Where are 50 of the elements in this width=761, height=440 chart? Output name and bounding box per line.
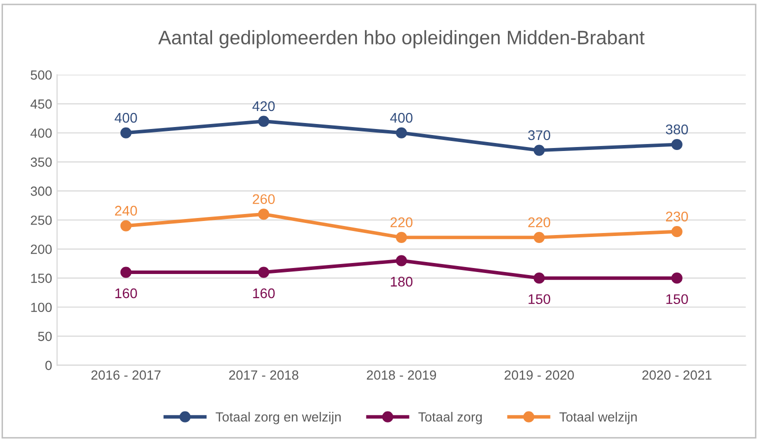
data-label: 150 (666, 294, 688, 304)
data-label: 230 (666, 212, 688, 222)
y-tick-label: 350 (30, 157, 52, 167)
point (534, 272, 545, 284)
data-label: 400 (114, 112, 137, 123)
point (258, 116, 270, 127)
y-tick-label: 0 (45, 360, 52, 370)
data-label: 400 (390, 112, 412, 123)
chart-title: Aantal gediplomeerden hbo opleidingen Midden-Brabant (158, 30, 645, 48)
point (396, 255, 407, 266)
point (396, 127, 407, 138)
y-tick-label: 200 (30, 244, 52, 254)
x-tick-label: 2018 - 2019 (366, 370, 436, 380)
point (396, 232, 407, 243)
y-tick-label: 500 (30, 70, 52, 80)
data-label: 240 (115, 206, 137, 216)
point (120, 127, 132, 138)
y-tick-label: 250 (30, 216, 52, 225)
data-label: 220 (390, 217, 412, 228)
legend-label: Totaal zorg (418, 412, 482, 424)
legend-label: Totaal welzijn (559, 412, 637, 424)
data-label: 180 (390, 276, 412, 287)
point (258, 266, 270, 278)
x-tick-label: 2020 - 2021 (642, 370, 712, 380)
legend-label: Totaal zorg en welzijn (216, 412, 341, 424)
point (258, 208, 270, 220)
point (534, 232, 545, 243)
data-label: 160 (115, 288, 137, 298)
data-label: 420 (252, 101, 275, 112)
point (671, 272, 682, 284)
data-label: 220 (528, 217, 550, 228)
y-tick-label: 450 (30, 99, 52, 109)
y-tick-label: 50 (38, 332, 52, 342)
x-tick-label: 2017 - 2018 (229, 370, 298, 380)
y-tick-label: 100 (31, 302, 52, 312)
x-tick-label: 2019 - 2020 (504, 370, 574, 380)
point (671, 138, 682, 150)
y-tick-label: 150 (31, 274, 52, 283)
point (671, 226, 682, 238)
data-label: 380 (666, 124, 688, 134)
y-tick-label: 300 (30, 186, 52, 196)
data-label: 160 (253, 288, 275, 298)
data-label: 370 (528, 130, 550, 140)
point (534, 144, 545, 156)
data-label: 260 (252, 194, 275, 204)
data-label: 150 (528, 294, 550, 304)
x-tick-label: 2016 - 2017 (91, 370, 160, 380)
point (120, 266, 132, 278)
point (120, 220, 132, 232)
y-tick-label: 400 (30, 128, 52, 138)
